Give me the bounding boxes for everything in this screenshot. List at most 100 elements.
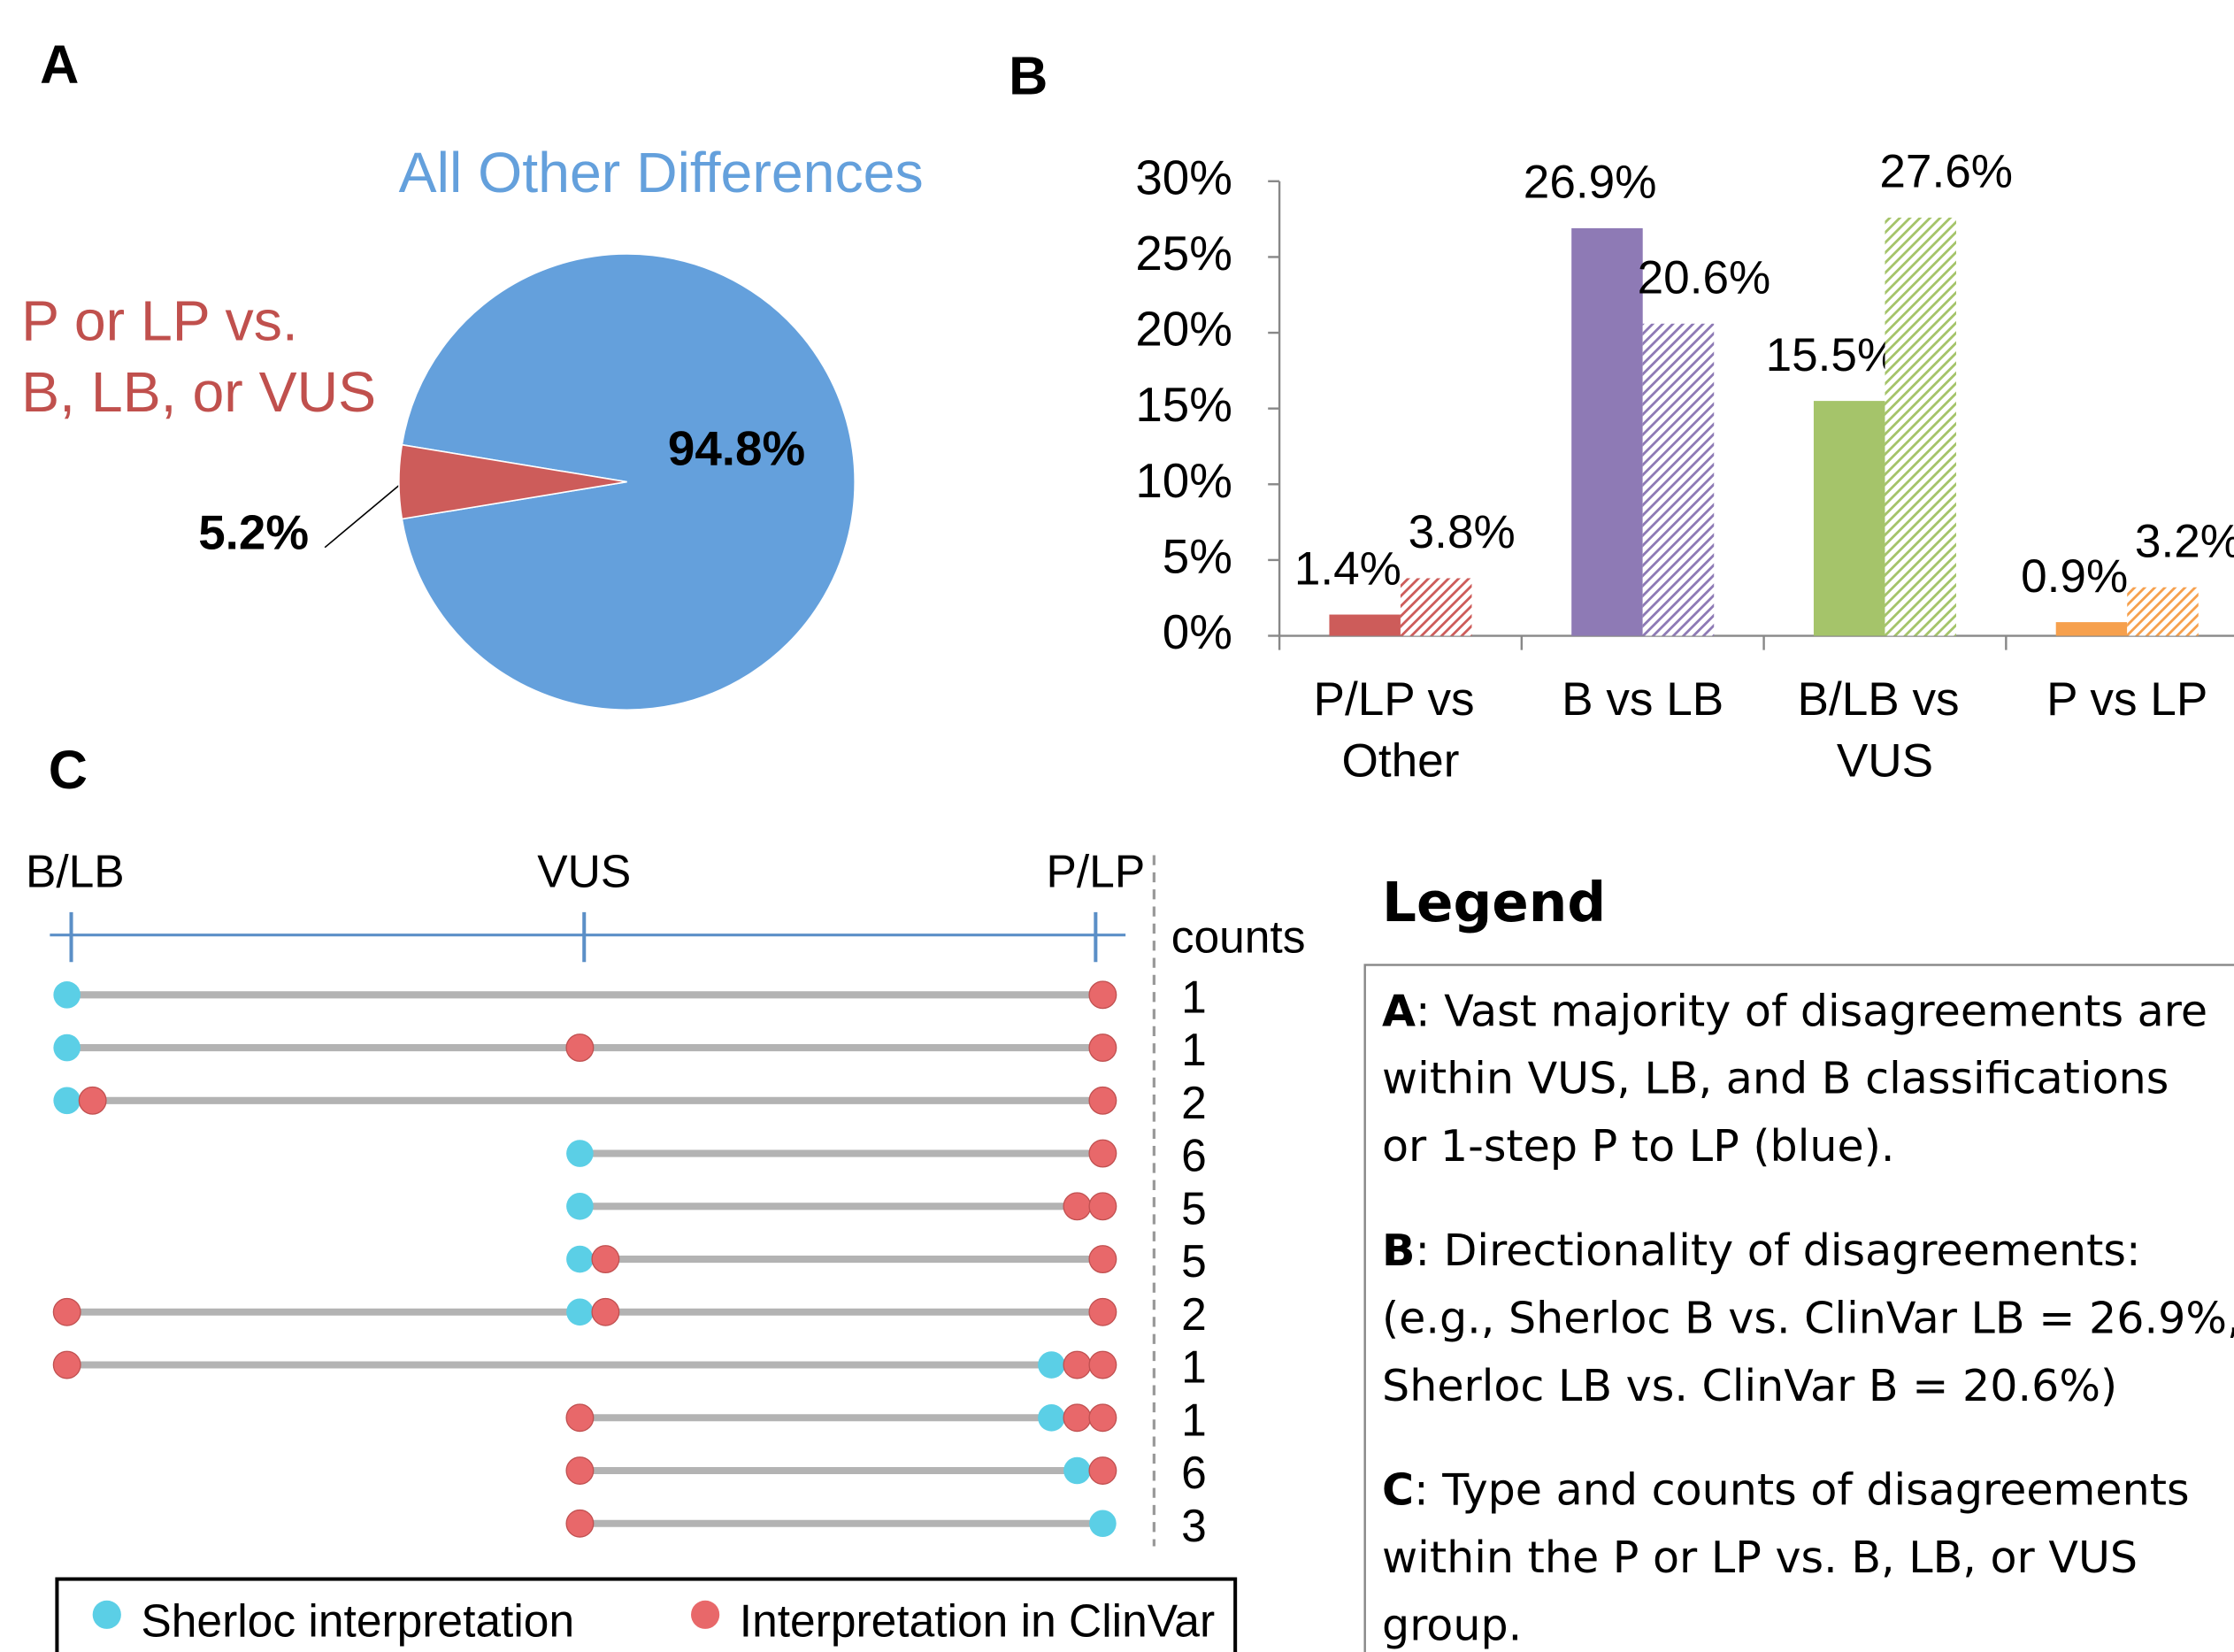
count-label: 1: [1181, 1341, 1207, 1393]
y-tick-label: 15%: [1135, 377, 1232, 432]
legend-text: or 1-step P to LP (blue).: [1382, 1120, 1894, 1172]
bar: [2127, 587, 2199, 636]
pie-slice: [398, 443, 627, 520]
paragraph-label: C: [1382, 1464, 1414, 1515]
legend-line: Sherloc LB vs. ClinVar B = 20.6%): [1382, 1359, 2117, 1410]
value-label: 5.2%: [198, 504, 309, 559]
y-tick-label: 30%: [1135, 150, 1232, 204]
x-tick-label: B vs LB: [1562, 673, 1723, 726]
interpretation-dot: [52, 1297, 81, 1326]
slice-label: P or LP vs. B, LB, or VUS: [21, 288, 376, 424]
dot-legend-box: [55, 1577, 1238, 1652]
y-tick-label: 20%: [1135, 302, 1232, 357]
panel-letter: C: [49, 740, 88, 800]
interpretation-dot: [1088, 1192, 1117, 1221]
legend-text: : Directionality of disagreements:: [1415, 1224, 2140, 1275]
scale-label: VUS: [537, 846, 631, 897]
legend-line: A: Vast majority of disagreements are: [1382, 985, 2207, 1036]
interpretation-dot: [1063, 1456, 1091, 1485]
bar: [1885, 217, 1956, 636]
slice-label: All Other Differences: [399, 141, 924, 204]
legend-label: Sherloc interpretation: [141, 1595, 574, 1647]
interpretation-dot: [1038, 1403, 1065, 1432]
bar: [1813, 401, 1885, 636]
legend-text: within VUS, LB, and B classifications: [1382, 1052, 2169, 1103]
interpretation-dot: [1088, 1297, 1117, 1326]
value-label: 1.4%: [1294, 542, 1401, 595]
value-label: 20.6%: [1638, 252, 1771, 304]
interpretation-dot: [566, 1140, 594, 1167]
legend-text: Sherloc LB vs. ClinVar B = 20.6%): [1382, 1359, 2117, 1410]
paragraph-label: B: [1382, 1224, 1415, 1275]
bar: [1642, 323, 1715, 636]
legend-box: [1363, 964, 2234, 1652]
legend-text: : Type and counts of disagreements: [1414, 1464, 2190, 1515]
interpretation-dot: [1063, 1403, 1092, 1433]
legend-line: or 1-step P to LP (blue).: [1382, 1120, 1894, 1172]
interpretation-dot: [591, 1297, 620, 1326]
interpretation-dot: [565, 1509, 595, 1538]
bar: [1329, 614, 1401, 636]
y-tick-label: 0%: [1163, 604, 1232, 659]
scale-label: P/LP: [1047, 846, 1146, 897]
count-label: 1: [1181, 1024, 1207, 1075]
legend-dot: [92, 1600, 121, 1629]
interpretation-dot: [565, 1403, 595, 1433]
x-tick-label: P vs LP: [2046, 673, 2207, 726]
interpretation-dot: [1088, 1086, 1117, 1115]
interpretation-dot: [53, 981, 81, 1009]
legend-line: C: Type and counts of disagreements: [1382, 1464, 2190, 1515]
legend-text: : Vast majority of disagreements are: [1416, 985, 2207, 1036]
panel-letter: B: [1009, 46, 1048, 106]
count-label: 6: [1181, 1130, 1207, 1181]
value-label: 26.9%: [1524, 157, 1657, 209]
legend-text: (e.g., Sherloc B vs. ClinVar LB = 26.9%,: [1382, 1292, 2234, 1343]
interpretation-dot: [1088, 1033, 1117, 1063]
interpretation-dot: [1089, 1510, 1117, 1538]
interpretation-dot: [1063, 1192, 1092, 1221]
legend-label: Interpretation in ClinVar: [740, 1595, 1215, 1647]
interpretation-dot: [1088, 1245, 1117, 1273]
interpretation-dot: [566, 1192, 594, 1220]
y-tick-label: 5%: [1163, 528, 1232, 583]
count-label: 1: [1181, 971, 1207, 1022]
paragraph-label: A: [1382, 985, 1416, 1036]
bar: [1571, 227, 1643, 636]
count-label: 3: [1181, 1500, 1207, 1551]
value-label: 0.9%: [2021, 550, 2128, 603]
legend-line: (e.g., Sherloc B vs. ClinVar LB = 26.9%,: [1382, 1292, 2234, 1343]
interpretation-dot: [566, 1298, 594, 1326]
value-label: 15.5%: [1766, 329, 1900, 381]
interpretation-dot: [52, 1350, 81, 1379]
panel-letter: A: [40, 35, 79, 95]
scale-label: B/LB: [26, 846, 125, 897]
interpretation-dot: [1088, 1456, 1117, 1485]
counts-header: counts: [1171, 911, 1306, 963]
interpretation-dot: [1088, 1403, 1117, 1433]
interpretation-dot: [1038, 1351, 1065, 1379]
x-tick-label: B/LB vs VUS: [1798, 673, 1973, 787]
legend-line: within the P or LP vs. B, LB, or VUS: [1382, 1531, 2138, 1582]
count-label: 6: [1181, 1447, 1207, 1498]
interpretation-dot: [53, 1087, 81, 1115]
interpretation-dot: [1088, 1350, 1117, 1379]
count-label: 5: [1181, 1182, 1207, 1233]
y-tick-label: 25%: [1135, 226, 1232, 280]
x-tick-label: P/LP vs Other: [1314, 673, 1488, 787]
interpretation-dot: [1088, 980, 1117, 1010]
legend-title: Legend: [1382, 872, 1606, 934]
legend-line: within VUS, LB, and B classifications: [1382, 1052, 2169, 1103]
legend-dot: [691, 1600, 720, 1629]
interpretation-dot: [565, 1456, 595, 1485]
count-label: 1: [1181, 1394, 1207, 1445]
legend-text: group.: [1382, 1599, 1522, 1650]
legend-line: B: Directionality of disagreements:: [1382, 1224, 2140, 1275]
interpretation-dot: [591, 1245, 620, 1273]
pie-slice: [401, 253, 856, 711]
bar: [2055, 622, 2128, 636]
bar: [1400, 578, 1472, 636]
value-label: 94.8%: [668, 420, 805, 475]
interpretation-dot: [53, 1033, 81, 1062]
value-label: 27.6%: [1879, 146, 2013, 198]
